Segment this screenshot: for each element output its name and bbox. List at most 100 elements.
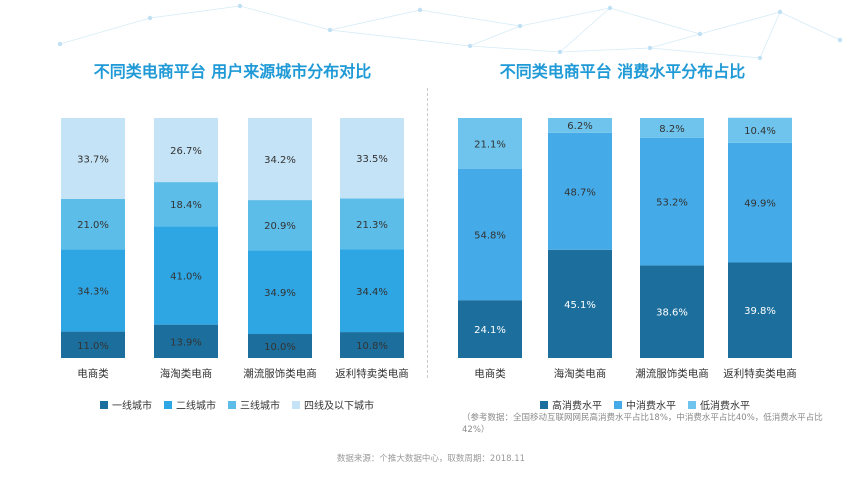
data-source-note: 数据来源：个推大数据中心，取数周期：2018.11 xyxy=(336,454,526,464)
network-line xyxy=(469,25,521,47)
data-label-4-4: 33.5% xyxy=(356,154,388,165)
bar-segment-1-2 xyxy=(548,249,612,358)
bar-segment-4-1 xyxy=(61,118,125,199)
reference-note: （参考数据：全国移动互联网网民高消费水平占比18%，中消费水平占比40%，低消费… xyxy=(462,413,823,435)
network-node xyxy=(757,55,763,61)
legend-item-high: 高消费水平 xyxy=(540,397,602,412)
bar-segment-3-2 xyxy=(548,118,612,133)
data-label-3-3: 20.9% xyxy=(264,221,296,232)
legend-city-distribution: 一线城市 二线城市 三线城市 四线及以下城市 xyxy=(100,397,374,412)
network-line xyxy=(59,17,151,45)
data-label-1-4: 39.8% xyxy=(744,306,776,317)
network-node xyxy=(697,31,703,37)
chart-divider xyxy=(427,88,428,378)
network-node xyxy=(777,9,783,15)
data-label-3-1: 21.1% xyxy=(474,139,506,150)
data-label-3-3: 8.2% xyxy=(659,124,684,135)
network-line xyxy=(519,7,611,27)
network-line xyxy=(649,33,701,49)
city-distribution-chart: 11.0% 34.3% 21.0% 33.7% 电商类 13.9% 41.0% 18.4% 26… xyxy=(61,118,409,380)
bar-segment-3-1 xyxy=(61,198,125,250)
network-line xyxy=(469,45,561,53)
legend-label-mid: 中消费水平 xyxy=(626,401,676,412)
legend-item-tier4: 四线及以下城市 xyxy=(292,397,374,412)
legend-label-high: 高消费水平 xyxy=(552,401,602,412)
bar-segment-2-4 xyxy=(728,142,792,263)
category-label-4: 返利特卖类电商 xyxy=(335,367,409,380)
bar-segment-3-3 xyxy=(248,200,312,251)
legend-swatch-tier1 xyxy=(100,400,108,409)
network-node xyxy=(327,27,333,33)
data-label-2-1: 34.3% xyxy=(77,286,109,297)
bar-segment-3-2 xyxy=(154,182,218,227)
legend-item-tier2: 二线城市 xyxy=(164,397,216,412)
data-label-3-2: 18.4% xyxy=(170,200,202,211)
network-node xyxy=(607,5,613,11)
legend-swatch-low xyxy=(688,400,696,409)
data-label-1-4: 10.8% xyxy=(356,341,388,352)
legend-label-tier3: 三线城市 xyxy=(240,401,280,412)
network-line xyxy=(699,11,781,35)
category-label-2: 海淘类电商 xyxy=(554,367,607,380)
bar-segment-4-4 xyxy=(340,118,404,199)
network-line xyxy=(649,47,761,59)
data-label-2-4: 49.9% xyxy=(744,199,776,210)
category-label-1: 电商类 xyxy=(77,367,109,380)
network-line xyxy=(419,9,521,27)
legend-label-low: 低消费水平 xyxy=(700,401,750,412)
network-line xyxy=(559,47,651,53)
bar-segment-3-4 xyxy=(728,117,792,143)
data-label-1-3: 10.0% xyxy=(264,342,296,353)
legend-label-tier2: 二线城市 xyxy=(176,401,216,412)
bar-segment-4-3 xyxy=(248,118,312,201)
legend-label-tier1: 一线城市 xyxy=(112,401,152,412)
bar-segment-2-4 xyxy=(340,249,404,333)
data-label-2-3: 34.9% xyxy=(264,288,296,299)
category-label-1: 电商类 xyxy=(474,367,506,380)
network-node xyxy=(557,49,563,55)
data-label-1-2: 13.9% xyxy=(170,337,202,348)
bar-segment-2-1 xyxy=(458,168,522,301)
network-node xyxy=(57,41,63,47)
bar-segment-1-1 xyxy=(458,300,522,358)
bar-segment-2-2 xyxy=(548,132,612,250)
bar-segment-1-4 xyxy=(340,332,404,358)
bar-segment-4-2 xyxy=(154,118,218,183)
legend-swatch-high xyxy=(540,400,548,409)
network-line xyxy=(779,11,841,41)
data-label-1-1: 24.1% xyxy=(474,325,506,336)
bar-segment-2-2 xyxy=(154,226,218,325)
data-label-2-3: 53.2% xyxy=(656,198,688,209)
legend-swatch-mid xyxy=(614,400,622,409)
legend-consumption-level: 高消费水平 中消费水平 低消费水平 xyxy=(540,397,750,412)
data-label-4-2: 26.7% xyxy=(170,146,202,157)
chart-title-consumption-level: 不同类电商平台 消费水平分布占比 xyxy=(499,62,746,81)
data-label-4-1: 33.7% xyxy=(77,154,109,165)
network-line xyxy=(609,7,701,35)
consumption-level-chart: 24.1% 54.8% 21.1% 电商类 45.1% 48.7% 6.2% 海淘类电商 38.… xyxy=(458,117,797,380)
bar-segment-3-1 xyxy=(458,118,522,169)
bar-segment-3-4 xyxy=(340,198,404,250)
network-line xyxy=(239,5,331,31)
network-node xyxy=(467,43,473,49)
bar-segment-2-3 xyxy=(640,137,704,266)
bar-segment-1-3 xyxy=(640,265,704,358)
legend-swatch-tier2 xyxy=(164,400,172,409)
data-label-3-4: 10.4% xyxy=(744,126,776,137)
category-label-2: 海淘类电商 xyxy=(160,367,213,380)
bar-segment-3-3 xyxy=(640,118,704,138)
data-label-2-4: 34.4% xyxy=(356,287,388,298)
bar-segment-1-2 xyxy=(154,324,218,358)
legend-label-tier4: 四线及以下城市 xyxy=(304,401,374,412)
bar-segment-1-1 xyxy=(61,331,125,358)
chart-title-city-distribution: 不同类电商平台 用户来源城市分布对比 xyxy=(93,62,372,81)
network-line xyxy=(329,9,421,31)
category-label-3: 潮流服饰类电商 xyxy=(635,367,709,380)
legend-item-tier3: 三线城市 xyxy=(228,397,280,412)
data-label-4-3: 34.2% xyxy=(264,155,296,166)
bar-segment-1-4 xyxy=(728,262,792,358)
data-label-1-2: 45.1% xyxy=(564,300,596,311)
data-label-3-4: 21.3% xyxy=(356,220,388,231)
bar-segment-2-3 xyxy=(248,250,312,334)
